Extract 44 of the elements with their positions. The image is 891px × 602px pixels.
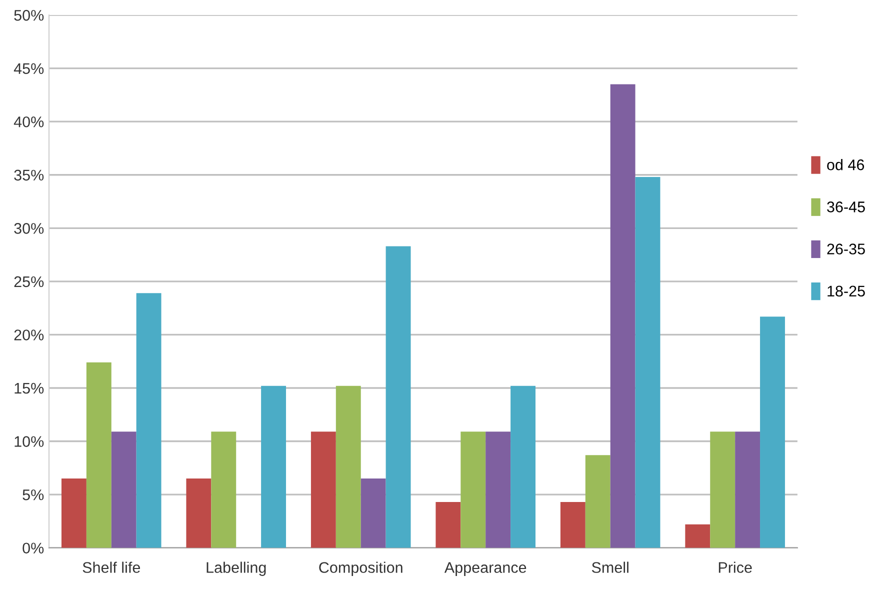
bar bbox=[610, 84, 636, 548]
bar bbox=[436, 502, 461, 548]
x-tick-label: Labelling bbox=[206, 562, 266, 576]
bar bbox=[560, 502, 586, 548]
x-tick-label: Composition bbox=[319, 562, 402, 576]
legend-label: 26-35 bbox=[827, 244, 865, 254]
bar bbox=[211, 432, 236, 548]
bar bbox=[310, 432, 336, 548]
bar bbox=[86, 362, 112, 548]
bar bbox=[510, 386, 536, 548]
x-tick-label: Appearance bbox=[444, 562, 526, 576]
legend-label: 36-45 bbox=[827, 202, 865, 212]
bar bbox=[635, 177, 660, 548]
bar bbox=[61, 478, 86, 548]
y-tick-label: 45% bbox=[14, 63, 44, 74]
y-tick-label: 10% bbox=[14, 436, 44, 447]
y-tick-label: 35% bbox=[14, 170, 44, 181]
bar bbox=[460, 432, 486, 548]
bar bbox=[111, 432, 136, 548]
bar bbox=[710, 432, 736, 548]
legend-label: od 46 bbox=[827, 159, 864, 170]
y-tick-label: 50% bbox=[14, 10, 44, 21]
y-tick-label: 40% bbox=[14, 116, 44, 128]
bar bbox=[336, 386, 361, 548]
legend-label: 18-25 bbox=[828, 286, 865, 297]
bar bbox=[760, 316, 785, 548]
y-tick-label: 25% bbox=[14, 276, 44, 288]
bar bbox=[186, 478, 212, 548]
y-tick-label: 0% bbox=[22, 542, 44, 554]
bar bbox=[486, 432, 511, 548]
y-tick-label: 15% bbox=[14, 382, 44, 394]
bar bbox=[735, 432, 760, 548]
bar bbox=[386, 246, 411, 548]
bar bbox=[136, 293, 162, 548]
bar bbox=[360, 478, 386, 548]
x-tick-label: Price bbox=[718, 562, 752, 573]
y-tick-label: 5% bbox=[22, 489, 44, 500]
bar bbox=[685, 524, 710, 548]
x-tick-label: Shelf life bbox=[82, 562, 140, 573]
x-tick-label: Smell bbox=[592, 562, 628, 573]
y-tick-label: 20% bbox=[14, 330, 44, 340]
bar bbox=[261, 386, 286, 548]
bar bbox=[585, 455, 610, 548]
y-tick-label: 30% bbox=[14, 223, 44, 234]
